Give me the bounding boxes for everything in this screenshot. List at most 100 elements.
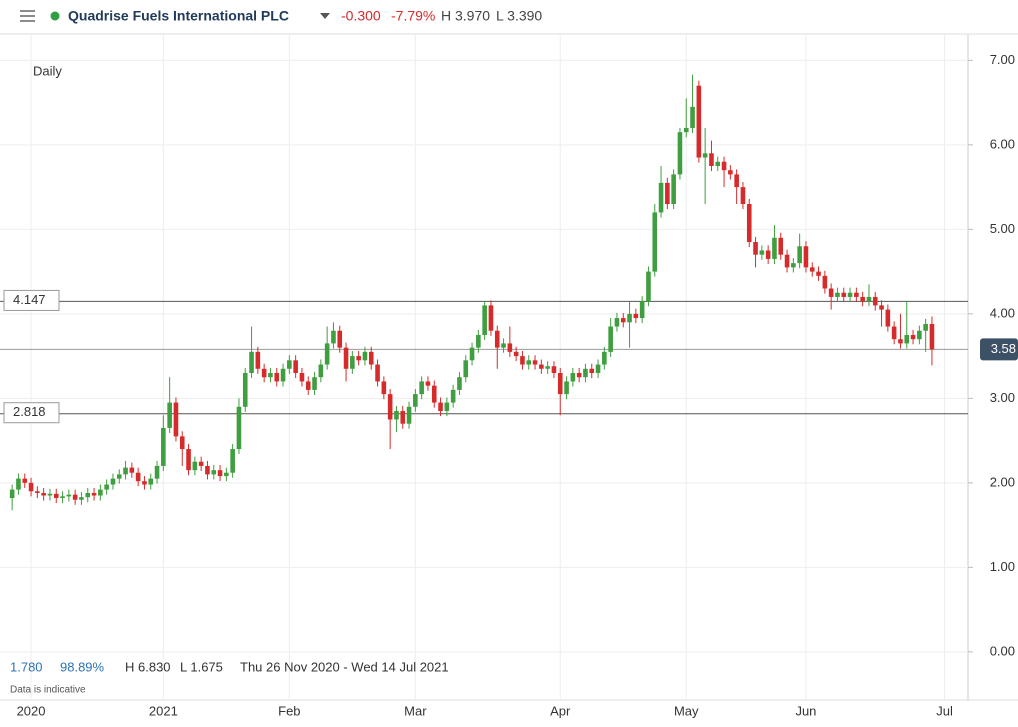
candle-body (343, 347, 349, 369)
candle-body (236, 406, 242, 450)
y-tick-label: 0.00 (990, 643, 1015, 658)
level-label: 4.147 (13, 292, 46, 307)
candle-body (406, 406, 412, 424)
candle-body (595, 364, 601, 373)
candle-body (224, 472, 229, 477)
candle-body (28, 482, 34, 492)
menu-icon[interactable] (20, 10, 35, 22)
candle-body (261, 368, 267, 378)
candle-body (872, 296, 878, 306)
footer-note: Data is indicative (10, 685, 86, 696)
candle-body (608, 326, 613, 352)
candle-body (425, 381, 431, 386)
candle-body (683, 127, 689, 133)
candle-body (129, 467, 135, 473)
candle-body (854, 292, 859, 297)
candle-body (847, 292, 853, 297)
candle-body (822, 275, 828, 289)
candle-body (104, 484, 109, 490)
candle-body (728, 170, 733, 175)
interval[interactable]: Daily (33, 63, 62, 78)
candle-body (9, 489, 15, 499)
candle-body (860, 296, 865, 302)
candle-body (904, 334, 910, 344)
footer-pct: 98.89% (60, 659, 105, 674)
y-tick-label: 5.00 (990, 221, 1015, 236)
change: -0.300 (341, 8, 381, 24)
candle-body (620, 318, 626, 323)
x-tick-label: 2020 (17, 703, 46, 718)
candle-body (135, 472, 141, 482)
candle-body (211, 470, 217, 475)
candle-body (35, 491, 40, 493)
footer-range: Thu 26 Nov 2020 - Wed 14 Jul 2021 (240, 659, 449, 674)
candle-body (255, 351, 261, 369)
candle-body (715, 161, 721, 166)
candle-body (419, 381, 424, 395)
candle-body (866, 296, 872, 302)
candle-body (205, 465, 210, 475)
instrument-title[interactable]: Quadrise Fuels International PLC (68, 8, 289, 24)
candle-body (545, 366, 550, 369)
candle-body (116, 474, 122, 479)
candle-body (923, 323, 928, 331)
candle-body (293, 360, 298, 373)
candle-body (123, 467, 128, 475)
candle-body (910, 334, 916, 340)
candle-body (469, 347, 475, 361)
candle-body (828, 288, 834, 297)
candle-body (79, 497, 84, 500)
candle-body (148, 478, 154, 485)
candle-body (98, 489, 103, 496)
candle-body (835, 292, 840, 297)
header-bar (0, 0, 1018, 34)
candle-body (305, 381, 311, 390)
candle-body (53, 493, 59, 499)
header: Quadrise Fuels International PLC -0.300 … (0, 0, 1018, 35)
candle-body (413, 394, 418, 407)
dropdown-arrow[interactable] (320, 13, 330, 19)
y-tick-label: 1.00 (990, 559, 1015, 574)
candle-body (400, 411, 406, 424)
level-label: 2.818 (13, 404, 46, 419)
candle-body (734, 174, 739, 188)
candle-body (110, 478, 116, 485)
candle-body (287, 360, 292, 369)
candle-body (192, 461, 198, 471)
candle-body (22, 478, 28, 483)
candle-body (438, 402, 443, 412)
candle-body (803, 246, 809, 268)
candle-body (784, 254, 790, 268)
candle-body (337, 330, 343, 348)
candle-body (658, 182, 664, 213)
candle-body (457, 377, 462, 390)
session-high: H 3.970 (441, 8, 490, 24)
candle-body (85, 492, 91, 498)
candle-body (66, 494, 72, 497)
candle-body (91, 492, 97, 496)
candle-body (557, 372, 563, 395)
x-tick-label: Jun (795, 703, 816, 718)
change-pct: -7.79% (391, 8, 435, 24)
candle-body (312, 377, 317, 390)
candle-body (841, 292, 847, 297)
candle-body (450, 389, 456, 403)
candle-body (791, 263, 796, 268)
candle-body (274, 372, 280, 382)
candle-body (387, 394, 393, 420)
status-dot (50, 11, 60, 21)
candle-body (356, 356, 361, 361)
level-label-box (3, 289, 60, 311)
last-price-label: 3.58 (991, 341, 1016, 356)
candle-body (753, 242, 758, 255)
candle-body (217, 470, 223, 477)
candle-body (249, 351, 254, 373)
candle-body (690, 106, 695, 128)
candle-body (627, 313, 632, 323)
last-price-box (980, 338, 1018, 361)
candle-body (463, 360, 469, 378)
candle-body (513, 351, 519, 357)
candle-body (633, 313, 639, 319)
candle-body (614, 318, 620, 327)
